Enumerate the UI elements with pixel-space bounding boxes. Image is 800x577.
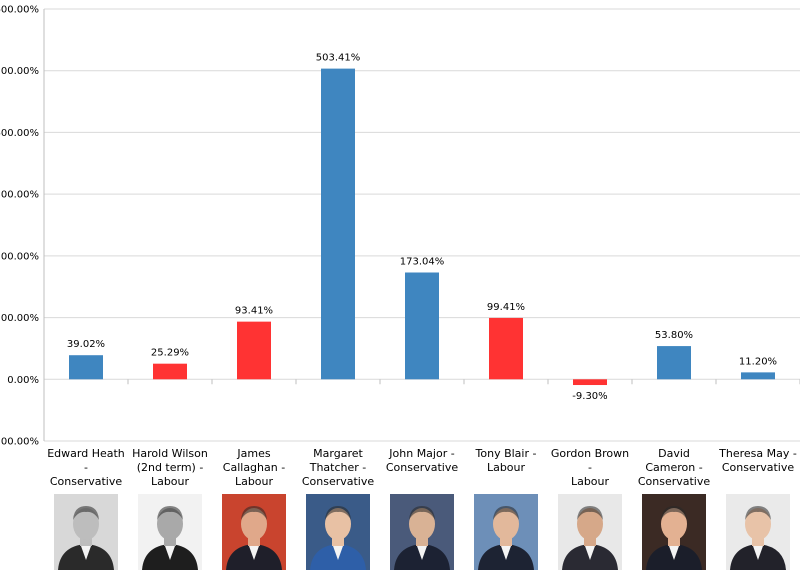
category-label-line: Conservative — [49, 475, 123, 488]
y-tick-label: 400.00% — [0, 128, 39, 139]
category-label-line: Edward Heath - — [47, 447, 125, 474]
bar-chart: 600.00% 500.00% 400.00% 300.00% 200.00% 100.0… — [0, 5, 800, 446]
category-label-line: Theresa May - — [719, 447, 797, 460]
category-label-line: Thatcher - — [309, 461, 367, 474]
bar — [153, 363, 187, 380]
y-tick-label: 200.00% — [0, 251, 39, 262]
y-tick-label: 500.00% — [0, 66, 39, 77]
category-label-line: Labour — [234, 475, 274, 488]
category-label-line: Harold Wilson — [132, 447, 208, 460]
portrait-photo-icon — [222, 494, 286, 570]
y-tick-label: 600.00% — [0, 5, 39, 16]
bar — [657, 346, 691, 380]
data-label: 39.02% — [67, 339, 105, 350]
category-label: Tony Blair - Labour — [465, 447, 547, 475]
category-label-line: Conservative — [301, 475, 375, 488]
portrait-photo-icon — [390, 494, 454, 570]
y-tick-label: 300.00% — [0, 190, 39, 201]
bar — [69, 355, 103, 380]
category-label-line: Conservative — [637, 475, 711, 488]
category-label: Gordon Brown - Labour — [549, 447, 631, 489]
category-label-line: Labour — [150, 475, 190, 488]
category-label: David Cameron - Conservative — [633, 447, 715, 489]
y-tick-label: 0.00% — [7, 375, 39, 386]
category-label: James Callaghan - Labour — [213, 447, 295, 489]
category-label: Harold Wilson (2nd term) - Labour — [129, 447, 211, 489]
category-label-line: Labour — [486, 461, 526, 474]
portrait-photo-icon — [306, 494, 370, 570]
data-label: 503.41% — [316, 53, 361, 64]
data-label: 11.20% — [739, 356, 777, 367]
bars — [69, 68, 775, 386]
category-label-line: Gordon Brown - — [550, 447, 630, 474]
data-label: 93.41% — [235, 306, 273, 317]
category-label: Margaret Thatcher - Conservative — [297, 447, 379, 489]
portrait-photo-icon — [54, 494, 118, 570]
portrait-photo-icon — [558, 494, 622, 570]
category-label-line: Conservative — [721, 461, 795, 474]
y-tick-label: -100.00% — [0, 437, 39, 446]
y-tick-label: 100.00% — [0, 313, 39, 324]
bar — [573, 379, 607, 386]
category-label: Theresa May - Conservative — [717, 447, 799, 475]
data-labels: 39.02% 25.29% 93.41% 503.41% 173.04% 99.41% -9… — [67, 53, 777, 402]
portrait-photo-icon — [726, 494, 790, 570]
bar — [489, 317, 523, 380]
category-label-line: Conservative — [385, 461, 459, 474]
data-label: 25.29% — [151, 348, 189, 359]
data-label: 99.41% — [487, 302, 525, 313]
category-label-line: James Callaghan - — [222, 447, 286, 474]
category-label: Edward Heath - Conservative — [45, 447, 127, 489]
portrait-photo-icon — [642, 494, 706, 570]
category-label-line: Tony Blair - — [475, 447, 537, 460]
category-label: John Major - Conservative — [381, 447, 463, 475]
data-label: 53.80% — [655, 330, 693, 341]
data-label: 173.04% — [400, 256, 445, 267]
portrait-photo-icon — [474, 494, 538, 570]
category-label-line: Margaret — [313, 447, 363, 460]
portrait-photo-icon — [138, 494, 202, 570]
category-label-line: David Cameron - — [645, 447, 703, 474]
data-label: -9.30% — [572, 391, 607, 402]
bar — [237, 321, 271, 380]
y-axis: 600.00% 500.00% 400.00% 300.00% 200.00% 100.0… — [0, 5, 45, 446]
category-label-line: John Major - — [389, 447, 455, 460]
bar — [405, 272, 439, 380]
bar — [741, 372, 775, 380]
category-label-line: Labour — [570, 475, 610, 488]
category-label-line: (2nd term) - — [136, 461, 204, 474]
bar — [321, 68, 355, 380]
